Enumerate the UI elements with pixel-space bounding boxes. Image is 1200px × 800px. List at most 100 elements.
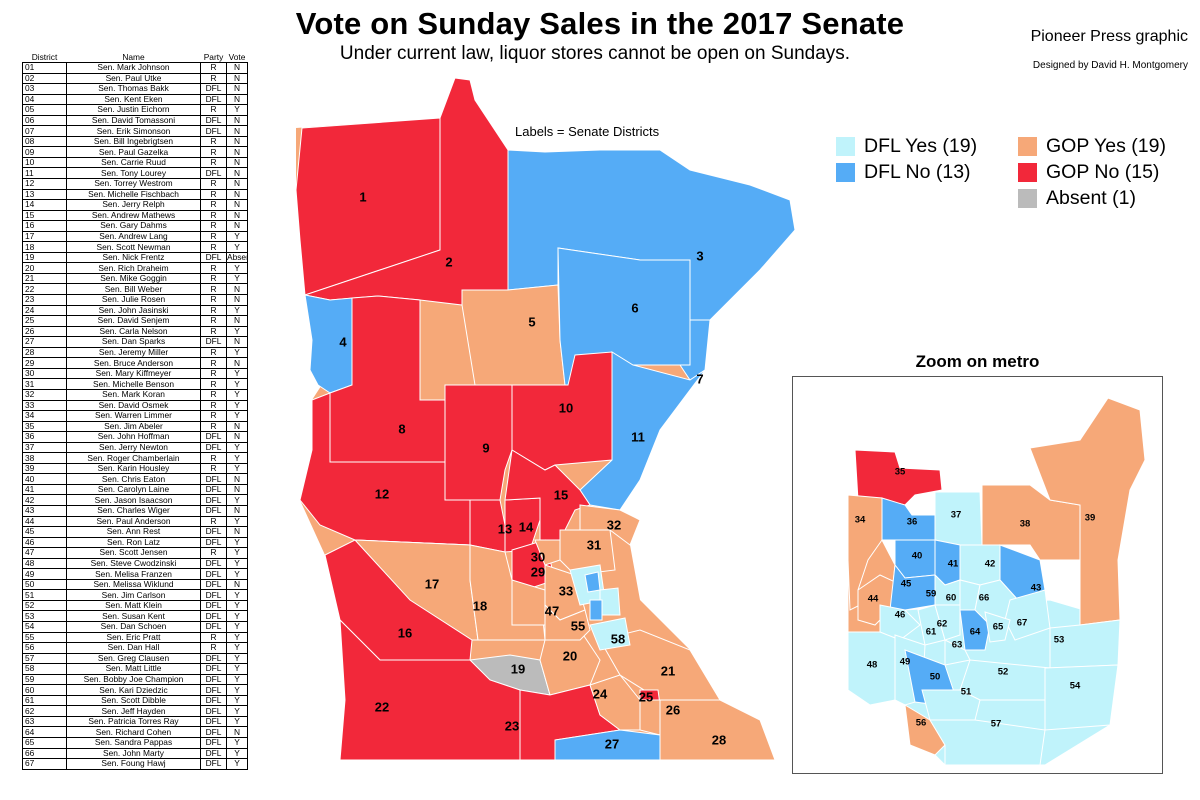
district-32-label: 32 — [607, 517, 621, 532]
metro-district-65-label: 65 — [993, 622, 1004, 633]
legend-item-dfl-no: DFL No (13) — [836, 161, 971, 184]
table-row: 66 Sen. John Marty DFL Y — [22, 747, 248, 760]
district-55-label: 55 — [571, 618, 585, 633]
table-row: 55 Sen. Eric Pratt R Y — [22, 631, 248, 644]
table-header-row: District Name Party Vote — [23, 53, 248, 63]
table-row: 45 Sen. Ann Rest DFL N — [22, 526, 248, 538]
district-31-label: 31 — [587, 537, 601, 552]
cell-vote: Y — [226, 673, 248, 686]
cell-vote: Y — [226, 557, 248, 570]
inset-title: Zoom on metro — [915, 352, 1040, 371]
district-58-area — [589, 617, 631, 651]
cell-vote: Y — [226, 715, 248, 728]
cell-vote: Y — [226, 694, 248, 707]
page-subtitle: Under current law, liquor stores cannot … — [339, 43, 851, 64]
legend-label-absent: Absent (1) — [1046, 187, 1136, 209]
cell-vote: Y — [226, 663, 248, 675]
legend-swatch-dfl-no — [836, 163, 855, 182]
column-header-name: Name — [122, 52, 145, 62]
cell-vote: N — [226, 526, 248, 538]
cell-vote: N — [226, 726, 248, 738]
district-22-label: 22 — [375, 699, 389, 714]
district-29-label: 29 — [531, 564, 545, 579]
cell-vote: Y — [226, 631, 248, 644]
metro-district-46-label: 46 — [895, 610, 906, 621]
cell-vote: Y — [226, 652, 248, 665]
legend-item-dfl-yes: DFL Yes (19) — [836, 135, 977, 158]
table-row: 07 Sen. Erik Simonson DFL N — [22, 125, 248, 137]
table-row: 60 Sen. Kari Dziedzic DFL Y — [22, 684, 248, 696]
district-28-area — [659, 699, 776, 761]
metro-district-65-area — [984, 611, 1011, 643]
metro-district-54-area — [1044, 664, 1119, 731]
metro-district-56-area — [904, 704, 946, 756]
legend-label-gop-yes: GOP Yes (19) — [1046, 135, 1166, 157]
table-row: 61 Sen. Scott Dibble DFL Y — [22, 694, 248, 707]
metro-district-61-label: 61 — [926, 627, 937, 638]
metro-district-35-label: 35 — [895, 467, 906, 478]
legend-label-gop-no: GOP No (15) — [1046, 161, 1160, 183]
legend-swatch-dfl-yes — [836, 137, 855, 156]
cell-vote: Y — [226, 547, 248, 559]
legend-item-gop-yes: GOP Yes (19) — [1018, 135, 1166, 158]
legend-item-absent: Absent (1) — [1018, 187, 1136, 210]
district-30-label: 30 — [531, 549, 545, 564]
cell-vote: Y — [226, 758, 248, 770]
table-row: 53 Sen. Susan Kent DFL Y — [22, 610, 248, 622]
metro-district-50-label: 50 — [930, 672, 941, 683]
district-11-area — [579, 351, 706, 511]
district-10-label: 10 — [559, 400, 573, 415]
table-row: 54 Sen. Dan Schoen DFL Y — [22, 621, 248, 633]
column-header-party: Party — [203, 52, 224, 62]
district-2-label: 2 — [445, 254, 452, 269]
metro-district-64-label: 64 — [970, 627, 981, 638]
metro-district-53-label: 53 — [1054, 635, 1065, 646]
district-7-label: 7 — [696, 371, 703, 386]
senate-table-container: District Name Party Vote 01 Sen. Mark Joh… — [22, 53, 248, 770]
cell-vote: Y — [226, 515, 248, 528]
metro-district-37-label: 37 — [951, 510, 962, 521]
district-32-area — [579, 504, 641, 546]
senate-table-body: 01 Sen. Mark Johnson R N 02 Sen. Paul Utke R N 0… — [22, 62, 248, 770]
cell-vote: Y — [226, 747, 248, 760]
table-row: 56 Sen. Dan Hall R Y — [22, 642, 248, 654]
district-28-label: 28 — [712, 732, 726, 747]
district-5-area — [461, 284, 566, 386]
metro-district-62-area — [934, 604, 961, 641]
district-1-label: 1 — [359, 189, 366, 204]
district-19-label: 19 — [511, 661, 525, 676]
metro-district-39-area — [1029, 397, 1146, 626]
table-row: 63 Sen. Patricia Torres Ray DFL Y — [22, 715, 248, 728]
designer-text: Designed by David H. Montgomery — [1032, 60, 1188, 71]
district-4-label: 4 — [339, 334, 347, 349]
district-26-label: 26 — [666, 702, 680, 717]
metro-district-45-label: 45 — [901, 579, 912, 590]
district-21-label: 21 — [661, 663, 675, 678]
table-row: 48 Sen. Steve Cwodzinski DFL Y — [22, 557, 248, 570]
metro-district-67-area — [1004, 589, 1051, 641]
table-row: 23 Sen. Julie Rosen R N — [22, 294, 248, 306]
district-6-area — [557, 247, 691, 386]
metro-district-44-label: 44 — [868, 594, 879, 605]
district-58-label: 58 — [611, 631, 625, 646]
metro-district-62-label: 62 — [937, 619, 948, 630]
table-row: 44 Sen. Paul Anderson R Y — [22, 515, 248, 528]
table-row: 64 Sen. Richard Cohen DFL N — [22, 726, 248, 738]
metro-district-46-area — [879, 604, 921, 641]
district-18-label: 18 — [473, 598, 487, 613]
metro-district-57-label: 57 — [991, 719, 1002, 730]
cell-vote: Y — [226, 684, 248, 696]
district-6-label: 6 — [631, 300, 638, 315]
district-5-label: 5 — [528, 314, 535, 329]
credit-text: Pioneer Press graphic — [1030, 28, 1188, 45]
district-55-area — [544, 603, 591, 641]
table-row: 52 Sen. Matt Klein DFL Y — [22, 599, 248, 612]
inset-frame — [792, 376, 1163, 774]
district-24-label: 24 — [593, 686, 608, 701]
legend-label-dfl-no: DFL No (13) — [864, 161, 971, 183]
metro-district-42-label: 42 — [985, 559, 996, 570]
district-33-label: 33 — [559, 583, 573, 598]
district-8-label: 8 — [398, 421, 405, 436]
table-row: 41 Sen. Carolyn Laine DFL N — [22, 483, 248, 496]
